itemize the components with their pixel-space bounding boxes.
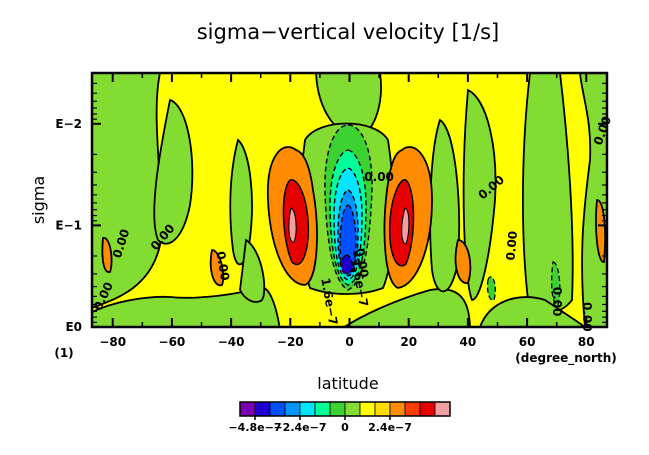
region-sh-mid-lat (153, 98, 194, 245)
colorbar-swatch (254, 401, 271, 417)
contour-label: 0.00 (504, 230, 521, 261)
colorbar-swatch (299, 401, 316, 417)
contour-label: 0.00 (213, 250, 232, 282)
blob-sh-edge (101, 237, 113, 273)
x-tick-label: 0 (345, 335, 353, 349)
dashed-minor-contours (486, 261, 561, 306)
y-tick-label: E−1 (55, 218, 82, 232)
negative-core (324, 124, 373, 291)
colorbar-swatch (374, 401, 391, 417)
x-tick-label: 40 (460, 335, 477, 349)
pink-positive (288, 207, 410, 245)
region-sh-subtropic (229, 138, 253, 266)
colorbar-tick-label: 0 (341, 421, 349, 434)
y-axis-label: sigma (29, 176, 48, 224)
contour-label: 0.00 (580, 302, 594, 332)
x-tick-label: 60 (519, 335, 536, 349)
region-mid-south (239, 238, 266, 303)
blob-sh-mid (209, 249, 225, 287)
x-axis: −80 −60 −40 −20 0 20 40 60 80 (99, 73, 595, 349)
contour-label: 0.00 (364, 170, 394, 184)
region-nh-lower (479, 296, 587, 327)
contour-field (92, 73, 607, 327)
contour-label: 0.00 (550, 287, 564, 317)
y-axis: E0 E−1 E−2 (55, 82, 607, 334)
region-nh-polar (579, 73, 607, 327)
peak-sh-pink (288, 207, 297, 243)
region-nh-mid-lat (462, 88, 497, 301)
colorbar-tick-label: 2.4e−7 (368, 421, 412, 434)
colorbar-swatch (269, 401, 286, 417)
chart-title: sigma−vertical velocity [1/s] (197, 20, 500, 44)
colorbar: −4.8e−7−2.4e−7 0 2.4e−7 (228, 401, 451, 434)
colorbar-tick-label: −2.4e−7 (273, 421, 326, 434)
peak-nh-pink (401, 207, 410, 245)
dash-nh-left (486, 276, 496, 301)
colorbar-swatch (239, 401, 256, 417)
contour-label: 0.00 (352, 247, 371, 279)
colorbar-swatch (344, 401, 361, 417)
x-tick-label: −40 (218, 335, 245, 349)
colorbar-swatch (389, 401, 406, 417)
green-regions (92, 73, 607, 327)
colorbar-tick-label: −4.8e−7 (228, 421, 281, 434)
region-sh-lower (92, 286, 281, 327)
colorbar-swatch (434, 401, 451, 417)
x-tick-label: 80 (578, 335, 595, 349)
y-units: (1) (54, 346, 73, 360)
colorbar-swatch (419, 401, 436, 417)
region-nh-low (342, 288, 471, 327)
blob-nh-mid (454, 239, 472, 284)
x-tick-label: −20 (277, 335, 304, 349)
contour-labels: 0.00 0.000.000.000.00−1.6e−71.6e−70.000.0… (91, 114, 614, 331)
x-units: (degree_north) (515, 351, 616, 366)
colorbar-swatch (314, 401, 331, 417)
dash-nh-right (551, 261, 561, 306)
x-tick-label: −60 (159, 335, 186, 349)
colorbar-swatch (359, 401, 376, 417)
x-tick-label: −80 (99, 335, 126, 349)
x-tick-label: 20 (400, 335, 417, 349)
y-tick-label: E0 (65, 320, 82, 334)
core-nh-red (388, 179, 415, 267)
colorbar-swatch (329, 401, 346, 417)
core-deep-blue (341, 254, 353, 274)
x-axis-label: latitude (317, 374, 378, 393)
colorbar-swatch (284, 401, 301, 417)
colorbar-swatch (404, 401, 421, 417)
y-tick-label: E−2 (55, 117, 82, 131)
